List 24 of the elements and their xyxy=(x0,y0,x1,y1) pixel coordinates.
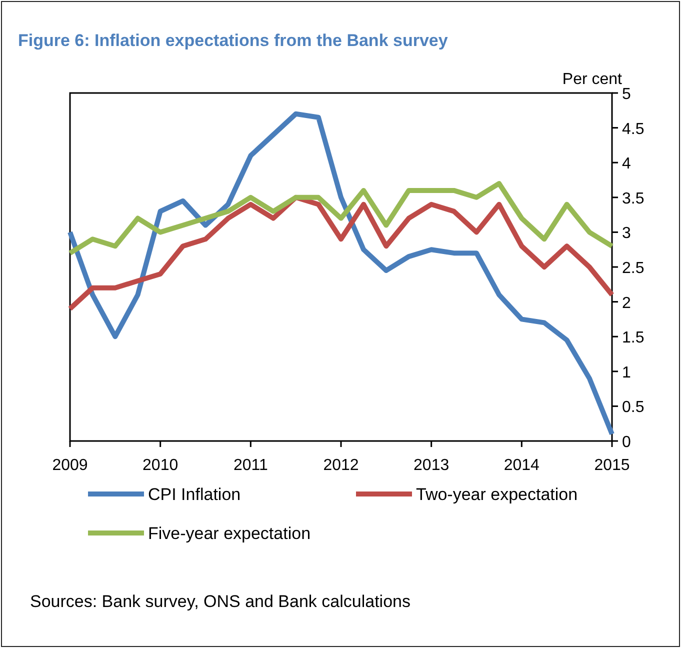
legend-label: Two-year expectation xyxy=(416,485,578,504)
y-tick-label: 3 xyxy=(622,225,631,242)
source-note: Sources: Bank survey, ONS and Bank calculations xyxy=(30,592,410,611)
x-tick-label: 2015 xyxy=(594,457,630,474)
y-tick-label: 5 xyxy=(622,86,631,103)
chart-title: Figure 6: Inflation expectations from the Bank survey xyxy=(18,31,448,50)
x-tick-label: 2012 xyxy=(323,457,359,474)
y-axis-title: Per cent xyxy=(562,71,623,88)
y-tick-label: 2.5 xyxy=(622,260,644,277)
y-tick-label: 0.5 xyxy=(622,399,644,416)
y-tick-label: 0 xyxy=(622,434,631,451)
x-tick-label: 2009 xyxy=(52,457,88,474)
legend-label: CPI Inflation xyxy=(148,485,241,504)
x-tick-label: 2011 xyxy=(233,457,268,474)
y-tick-label: 3.5 xyxy=(622,190,644,208)
x-tick-label: 2014 xyxy=(504,457,540,474)
y-tick-label: 1 xyxy=(622,364,631,382)
legend-label: Five-year expectation xyxy=(148,524,311,543)
y-tick-label: 4 xyxy=(622,156,631,173)
y-tick-label: 4.5 xyxy=(622,120,644,138)
y-tick-label: 2 xyxy=(622,294,631,312)
x-tick-label: 2010 xyxy=(142,457,178,474)
y-tick-label: 1.5 xyxy=(622,330,644,347)
x-tick-label: 2013 xyxy=(414,457,450,474)
